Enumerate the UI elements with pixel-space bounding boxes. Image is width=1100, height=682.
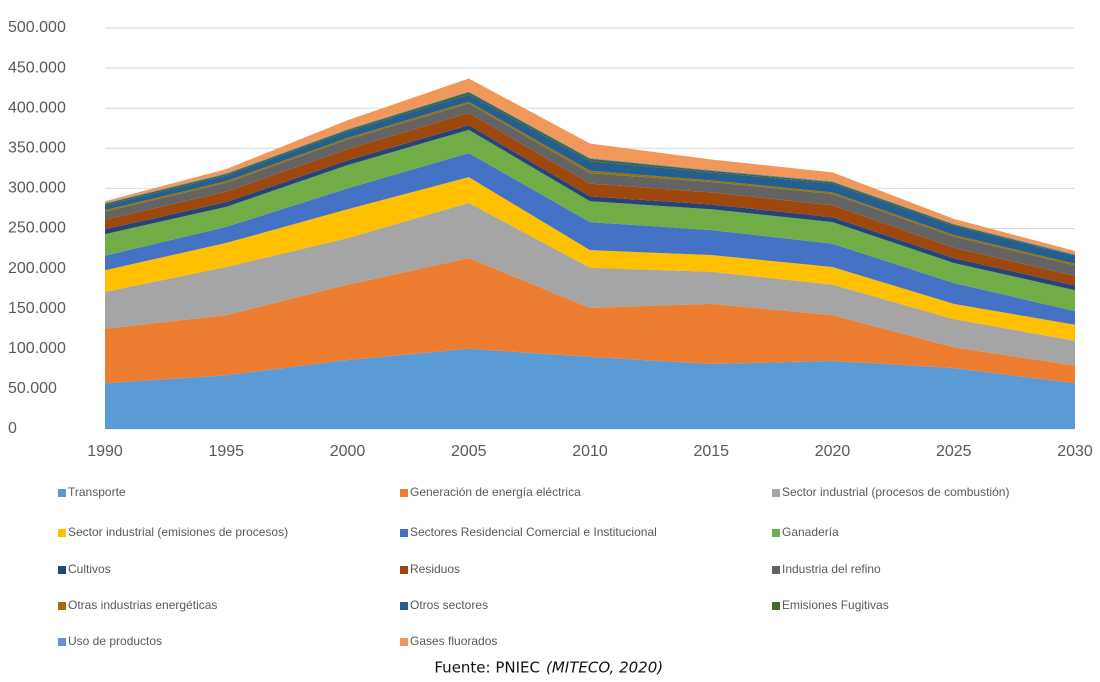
area [105, 129, 1075, 312]
legend-label: Cultivos [68, 562, 111, 576]
legend-label: Otras industrias energéticas [68, 598, 217, 612]
y-tick-label: 400.000 [8, 99, 66, 116]
legend-label: Residuos [410, 562, 460, 576]
y-tick-label: 150.000 [8, 300, 66, 317]
legend-swatch [58, 638, 66, 646]
y-tick-label: 50.000 [8, 380, 57, 397]
x-tick-label: 2000 [330, 443, 366, 460]
y-tick-label: 200.000 [8, 260, 66, 277]
legend-swatch [400, 566, 408, 574]
legend-label: Sector industrial (emisiones de procesos… [68, 525, 288, 539]
area [105, 94, 1075, 264]
source: Fuente: PNIEC [434, 659, 540, 677]
legend-swatch [400, 529, 408, 537]
y-tick-label: 500.000 [8, 19, 66, 36]
legend-label: Gases fluorados [410, 634, 497, 648]
legend-swatch [772, 529, 780, 537]
y-tick-label: 250.000 [8, 220, 66, 237]
legend-swatch [58, 489, 66, 497]
legend-swatch [400, 638, 408, 646]
area [105, 78, 1075, 255]
x-tick-label: 2005 [451, 443, 487, 460]
legend-label: Emisiones Fugitivas [782, 598, 889, 612]
x-tick-label: 2030 [1057, 443, 1093, 460]
y-tick-label: 450.000 [8, 59, 66, 76]
x-tick-label: 2020 [815, 443, 851, 460]
x-tick-label: 1990 [87, 443, 123, 460]
y-tick-label: 350.000 [8, 140, 66, 157]
y-tick-label: 100.000 [8, 340, 66, 357]
area [105, 177, 1075, 341]
area [105, 258, 1075, 384]
x-tick-label: 2025 [936, 443, 972, 460]
y-tick-label: 0 [8, 420, 17, 437]
legend-swatch [58, 529, 66, 537]
legend-label: Ganadería [782, 525, 839, 539]
area [105, 348, 1075, 429]
area [105, 103, 1075, 276]
legend-label: Industria del refino [782, 562, 881, 576]
legend-label: Sector industrial (procesos de combustió… [782, 485, 1009, 499]
legend-swatch [58, 602, 66, 610]
x-tick-label: 1995 [208, 443, 244, 460]
area [105, 153, 1075, 325]
area [105, 202, 1075, 366]
x-tick-label: 2015 [693, 443, 729, 460]
legend-label: Transporte [68, 485, 126, 499]
legend-swatch [400, 602, 408, 610]
x-tick-label: 2010 [572, 443, 608, 460]
legend-label: Generación de energía eléctrica [410, 485, 581, 499]
legend-label: Otros sectores [410, 598, 488, 612]
y-tick-label: 300.000 [8, 180, 66, 197]
legend-swatch [772, 566, 780, 574]
legend-label: Sectores Residencial Comercial e Institu… [410, 525, 657, 539]
legend-label: Uso de productos [68, 634, 162, 648]
legend-swatch [772, 602, 780, 610]
legend-swatch [400, 489, 408, 497]
area [105, 113, 1075, 286]
legend-swatch [772, 489, 780, 497]
source-italic: (MITECO, 2020) [546, 659, 663, 677]
legend-swatch [58, 566, 66, 574]
